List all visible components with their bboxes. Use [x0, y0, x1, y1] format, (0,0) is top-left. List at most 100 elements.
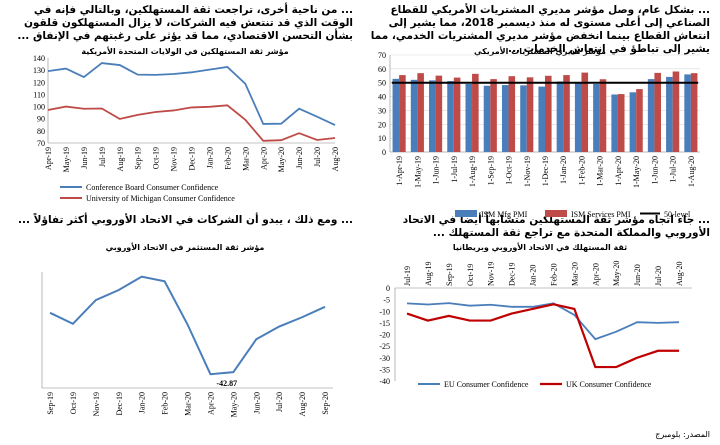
source-note: المصدر: بلومبرج — [655, 430, 710, 439]
pmi-legend-label-services: ISM Services PMI — [571, 210, 631, 219]
us-conf-x-tick-label: Apr-20 — [259, 147, 268, 170]
pmi-x-tick-label: 1-Feb-20 — [577, 156, 586, 185]
pmi-x-tick-label: 1-Aug-19 — [468, 156, 477, 187]
eu-investor-x-tick-label: Jul-20 — [275, 392, 284, 412]
us-conf-x-tick-label: Mar-20 — [241, 147, 250, 171]
us-conf-legend-label-umich: University of Michigan Consumer Confiden… — [86, 194, 235, 203]
top-right-paragraph: ... بشكل عام، وصل مؤشر مديري المشتريات ا… — [370, 4, 710, 55]
pmi-bar-services — [453, 77, 461, 152]
pmi-bar-services — [508, 76, 516, 152]
us-conf-y-tick-label: 130 — [33, 66, 45, 75]
eu-investor-line — [49, 275, 326, 376]
pmi-bar-mfg — [611, 94, 618, 152]
us-conf-x-tick-label: Jun-20 — [295, 147, 304, 169]
pmi-x-tick-label: 1-Aug-20 — [687, 156, 696, 187]
pmi-x-tick-label: 1-Mar-20 — [596, 156, 605, 187]
pmi-bar-services — [417, 73, 424, 152]
eu-uk-y-tick-label: -25 — [379, 342, 390, 351]
pmi-bar-mfg — [647, 79, 655, 152]
eu-investor-x-tick-label: Aug-20 — [298, 392, 307, 416]
pmi-x-tick-label: 1-Jun-20 — [650, 156, 659, 184]
us-conf-x-tick-label: Jun-19 — [80, 147, 89, 169]
eu-uk-x-tick-label: Apr-20 — [591, 263, 600, 286]
pmi-bar-mfg — [593, 83, 600, 152]
eu-investor-x-tick-label: Mar-20 — [184, 392, 193, 416]
pmi-bar-mfg — [629, 92, 637, 152]
pmi-y-tick-label: 20 — [378, 120, 386, 129]
us-conf-x-tick-label: Oct-19 — [152, 147, 161, 169]
us-conf-y-tick-label: 80 — [37, 127, 45, 136]
us-conf-x-tick-label: Nov-19 — [170, 147, 179, 171]
eu-investor-x-tick-label: Nov-19 — [92, 392, 101, 416]
pmi-x-tick-label: 1-Jun-19 — [432, 156, 441, 184]
pmi-bar-services — [563, 75, 570, 152]
pmi-bar-services — [472, 73, 479, 152]
eu-uk-x-tick-label: Jul-20 — [654, 266, 663, 286]
pmi-x-tick-label: 1-Jan-20 — [559, 156, 568, 184]
pmi-x-tick-label: 1-Apr-19 — [395, 156, 404, 186]
eu-uk-x-tick-label: Aug-20 — [675, 262, 684, 286]
mid-right-paragraph: ... جاء اتجاه مؤشر ثقة المستهلكين متشابه… — [402, 214, 710, 239]
us-conf-x-tick-label: Jan-20 — [205, 147, 214, 168]
pmi-bar-mfg — [447, 81, 454, 152]
eu-investor-chart-title: مؤشر ثقة المستثمر في الاتحاد الأوروبي — [105, 243, 265, 252]
pmi-x-tick-label: 1-May-20 — [632, 156, 641, 188]
pmi-bar-services — [581, 72, 589, 152]
pmi-y-tick-label: 50 — [378, 79, 386, 88]
eu-uk-legend-label-uk: UK Consumer Confidence — [566, 380, 652, 389]
eu-investor-annotation: -42.87 — [216, 379, 237, 388]
us-conf-x-tick-label: May-20 — [277, 147, 286, 172]
eu-investor-x-tick-label: Jun-20 — [252, 392, 261, 414]
us-conf-x-tick-label: Jul-19 — [98, 147, 107, 167]
eu-uk-y-tick-label: -10 — [379, 307, 390, 316]
eu-uk-x-tick-label: Feb-20 — [549, 263, 558, 286]
eu-uk-y-tick-label: -15 — [379, 319, 390, 328]
eu-uk-x-tick-label: Mar-20 — [570, 262, 579, 286]
us-conf-x-tick-label: Apr-19 — [44, 147, 53, 170]
pmi-bar-mfg — [429, 80, 436, 152]
pmi-bar-services — [672, 71, 680, 152]
pmi-legend-swatch-mfg — [455, 210, 477, 217]
eu-uk-x-tick-label: Sep-19 — [445, 263, 454, 286]
pmi-x-tick-label: 1-Jul-19 — [450, 156, 459, 183]
us-conf-y-tick-label: 90 — [37, 115, 45, 124]
pmi-bar-mfg — [392, 78, 400, 152]
eu-uk-legend-label-eu: EU Consumer Confidence — [444, 380, 529, 389]
pmi-bar-mfg — [538, 86, 545, 152]
eu-uk-y-tick-label: -40 — [379, 377, 390, 386]
pmi-x-tick-label: 1-Oct-19 — [505, 156, 514, 185]
eu-uk-x-tick-label: Aug-19 — [424, 262, 433, 286]
us-conf-y-tick-label: 140 — [33, 54, 45, 63]
pmi-x-tick-label: 1-Dec-19 — [541, 156, 550, 186]
pmi-bar-mfg — [556, 81, 564, 152]
pmi-bar-services — [399, 75, 406, 152]
pmi-bar-mfg — [501, 85, 509, 152]
eu-uk-x-tick-label: Jun-20 — [633, 264, 642, 286]
us-conf-line-umich — [47, 104, 336, 142]
us-conf-x-tick-label: Jul-20 — [313, 147, 322, 167]
us-conf-x-tick-label: Dec-19 — [188, 147, 197, 171]
pmi-x-tick-label: 1-Jul-20 — [669, 156, 678, 183]
pmi-legend-label-50: 50-level — [664, 210, 691, 219]
pmi-y-tick-label: 40 — [378, 93, 386, 102]
pmi-x-tick-label: 1-May-19 — [413, 156, 422, 188]
eu-uk-y-tick-label: 0 — [386, 284, 390, 293]
eu-investor-x-tick-label: Sep-20 — [321, 392, 330, 415]
us-conf-y-tick-label: 70 — [37, 139, 45, 148]
us-conf-x-tick-label: Aug-20 — [331, 147, 340, 171]
pmi-bar-services — [435, 75, 443, 152]
eu-uk-y-tick-label: -20 — [379, 331, 390, 340]
eu-uk-y-tick-label: -30 — [379, 354, 390, 363]
pmi-x-tick-label: 1-Sep-19 — [486, 156, 495, 185]
eu-uk-x-tick-label: Nov-19 — [487, 262, 496, 286]
eu-investor-x-tick-label: Feb-20 — [161, 392, 170, 415]
pmi-bar-mfg — [684, 74, 691, 152]
pmi-y-tick-label: 70 — [378, 51, 386, 60]
eu-uk-line-eu — [406, 302, 680, 341]
pmi-y-tick-label: 0 — [382, 148, 386, 157]
eu-uk-x-tick-label: Oct-19 — [466, 264, 475, 286]
pmi-bar-mfg — [520, 85, 527, 152]
us-conf-y-tick-label: 110 — [33, 90, 45, 99]
pmi-y-tick-label: 10 — [378, 134, 386, 143]
